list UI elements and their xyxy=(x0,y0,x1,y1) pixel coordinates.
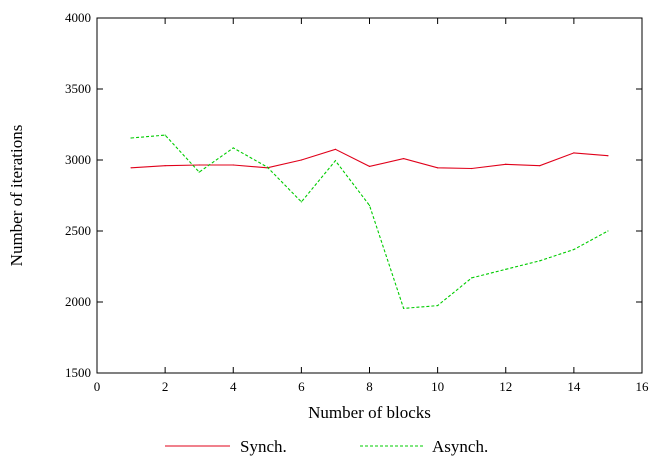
x-tick-label: 16 xyxy=(636,379,650,394)
legend-label-asynch: Asynch. xyxy=(432,437,488,456)
series-point-asynch xyxy=(505,268,507,270)
series-point-synch xyxy=(471,167,473,170)
series-point-asynch xyxy=(266,166,268,168)
series-point-asynch xyxy=(437,304,439,307)
y-tick-label: 2000 xyxy=(65,294,91,309)
series-point-asynch xyxy=(130,137,132,139)
x-axis-ticks: 0 2 4 6 8 10 12 14 16 xyxy=(94,18,649,394)
series-point-asynch xyxy=(368,204,371,207)
series-point-asynch xyxy=(232,147,234,149)
series-point-synch xyxy=(232,164,234,166)
series-point-synch xyxy=(164,165,166,167)
y-axis-ticks: 1500 2000 2500 3000 3500 4000 xyxy=(65,10,642,380)
series-line-asynch xyxy=(131,134,609,309)
x-tick-label: 10 xyxy=(431,379,444,394)
legend-label-synch: Synch. xyxy=(240,437,287,456)
y-tick-label: 1500 xyxy=(65,365,91,380)
x-tick-label: 6 xyxy=(298,379,305,394)
series-point-asynch xyxy=(573,248,575,251)
y-tick-label: 2500 xyxy=(65,223,91,238)
series-point-synch xyxy=(130,167,132,169)
x-tick-label: 8 xyxy=(366,379,373,394)
series-point-asynch xyxy=(334,160,337,162)
series-point-asynch xyxy=(300,201,302,203)
series-point-synch xyxy=(539,165,541,167)
legend: Synch. Asynch. xyxy=(165,437,488,456)
x-axis-label: Number of blocks xyxy=(308,403,431,422)
plot-frame xyxy=(96,17,643,374)
x-tick-label: 4 xyxy=(230,379,237,394)
x-tick-label: 12 xyxy=(499,379,512,394)
y-tick-label: 4000 xyxy=(65,10,91,25)
y-tick-label: 3000 xyxy=(65,152,91,167)
series-point-asynch xyxy=(164,134,166,136)
series-point-synch xyxy=(505,163,507,165)
x-tick-label: 0 xyxy=(94,379,101,394)
series-point-synch xyxy=(300,159,302,161)
series-point-synch xyxy=(607,155,609,157)
series-point-asynch xyxy=(402,307,405,309)
y-tick-label: 3500 xyxy=(65,81,91,96)
series-point-asynch xyxy=(198,171,200,173)
series-point-synch xyxy=(573,152,575,154)
series-point-asynch xyxy=(471,277,473,279)
series-point-synch xyxy=(368,165,371,167)
y-axis-label: Number of iterations xyxy=(7,125,26,267)
x-tick-label: 2 xyxy=(162,379,169,394)
series-point-synch xyxy=(402,157,405,160)
series-line-synch xyxy=(131,148,608,170)
series-point-asynch xyxy=(607,230,609,232)
series-point-synch xyxy=(198,164,200,166)
series-point-synch xyxy=(437,167,439,169)
x-tick-label: 14 xyxy=(567,379,581,394)
series-point-asynch xyxy=(539,260,541,262)
series-lines xyxy=(130,134,609,309)
series-point-synch xyxy=(334,148,337,150)
